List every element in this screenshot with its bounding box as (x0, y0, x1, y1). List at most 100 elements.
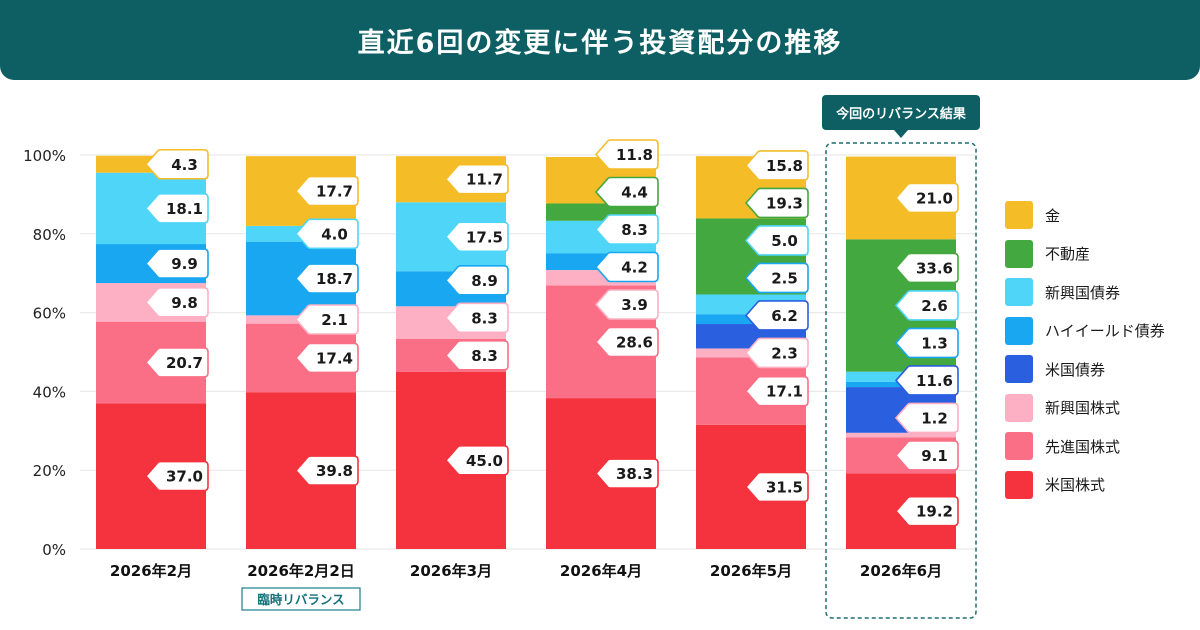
value-label-tag (294, 175, 359, 207)
bar-segment (846, 432, 956, 438)
subnote-label: 臨時リバランス (257, 592, 344, 607)
legend-label: 米国債券 (1045, 360, 1106, 379)
value-label-tag (594, 139, 659, 170)
value-label: 9.8 (171, 294, 198, 312)
value-label-tag (894, 440, 959, 471)
value-label-tag (594, 251, 659, 283)
value-label: 2.1 (321, 311, 348, 329)
callout-pointer (894, 130, 908, 138)
value-label: 9.1 (921, 447, 948, 465)
value-label-tag (744, 337, 809, 369)
value-label: 1.2 (921, 409, 948, 427)
value-label-tag (294, 304, 359, 335)
value-label: 9.9 (171, 255, 198, 273)
value-label: 21.0 (916, 189, 953, 207)
value-label-tag (744, 262, 809, 294)
value-label: 11.6 (916, 372, 953, 390)
callout-label: 今回のリバランス結果 (835, 106, 966, 122)
legend-label: ハイイールド債券 (1045, 322, 1165, 341)
value-label: 37.0 (166, 468, 203, 486)
legend-swatch (1005, 278, 1033, 307)
callout-box (822, 95, 980, 130)
value-label-tag (894, 495, 959, 527)
value-label: 17.4 (316, 349, 353, 367)
legend-label: 米国株式 (1045, 476, 1106, 495)
value-label: 33.6 (916, 259, 953, 277)
value-label-tag (894, 290, 959, 321)
y-tick-label: 0% (42, 541, 66, 559)
value-label-tag (444, 163, 509, 195)
legend-swatch (1005, 201, 1033, 230)
value-label: 1.3 (921, 334, 948, 352)
value-label-tag (594, 176, 659, 208)
value-label-tag (894, 252, 959, 284)
value-label: 8.9 (471, 272, 498, 290)
value-label-tag (744, 300, 809, 331)
value-label: 11.7 (466, 171, 503, 189)
legend-item: 新興国債券 (1005, 273, 1195, 312)
legend-label: 不動産 (1045, 245, 1091, 264)
chart-legend: 金不動産新興国債券ハイイールド債券 米国債券新興国株式先進国株式米国株式 (1005, 196, 1195, 504)
value-label-tag (744, 187, 809, 219)
value-label-tag (894, 327, 959, 359)
value-label-tag (294, 342, 359, 374)
value-label: 2.6 (921, 297, 948, 315)
value-label-tag (144, 347, 209, 378)
value-label: 15.8 (766, 157, 803, 175)
legend-label: 金 (1045, 206, 1061, 225)
value-label-tag (444, 445, 509, 476)
value-label-tag (894, 182, 959, 214)
value-label: 4.4 (621, 184, 648, 202)
value-label-tag (294, 263, 359, 294)
value-label: 19.3 (766, 194, 803, 212)
x-tick-label: 2026年4月 (560, 562, 642, 580)
subnote-box (241, 587, 361, 611)
value-label: 8.3 (471, 309, 498, 327)
value-label-tag (594, 289, 659, 320)
legend-swatch (1005, 239, 1033, 268)
legend-item: 金 (1005, 196, 1195, 235)
x-tick-label: 2026年5月 (710, 562, 792, 580)
value-label-tag (144, 248, 209, 279)
value-label-tag (594, 326, 659, 358)
y-tick-label: 20% (33, 462, 66, 480)
highlight-frame (825, 142, 977, 619)
legend-item: 不動産 (1005, 235, 1195, 274)
value-label: 4.2 (621, 259, 648, 277)
value-label-tag (594, 458, 659, 489)
value-label: 8.3 (471, 347, 498, 365)
value-label-tag (444, 221, 509, 253)
value-label: 2.3 (771, 344, 798, 362)
legend-swatch (1005, 355, 1033, 384)
value-label: 5.0 (771, 232, 798, 250)
value-label: 11.8 (616, 146, 653, 164)
legend-item: 新興国株式 (1005, 389, 1195, 428)
legend-item: ハイイールド債券 (1005, 312, 1195, 351)
value-label: 18.1 (166, 200, 203, 218)
legend-label: 新興国株式 (1045, 399, 1121, 418)
x-tick-label: 2026年2月2日 (247, 562, 355, 580)
x-tick-label: 2026年2月 (110, 562, 192, 580)
legend-item: 先進国株式 (1005, 427, 1195, 466)
title-bar: 直近6回の変更に伴う投資配分の推移 (0, 0, 1200, 80)
legend-label: 先進国株式 (1045, 437, 1121, 456)
value-label-tag (444, 302, 509, 334)
value-label: 38.3 (616, 465, 653, 483)
value-label-tag (144, 193, 209, 224)
value-label-tag (144, 460, 209, 492)
x-tick-label: 2026年6月 (860, 562, 942, 580)
value-label-tag (294, 218, 359, 250)
value-label: 45.0 (466, 452, 503, 470)
value-label: 19.2 (916, 503, 953, 521)
stacked-bar-chart: 0% 20% 40% 60% 80% 100% 今回のリバランス結果 2026年2月 2026年… (23, 95, 980, 619)
y-tick-label: 60% (33, 305, 66, 323)
legend-item: 米国株式 (1005, 466, 1195, 505)
value-label-tag (294, 455, 359, 486)
y-tick-label: 80% (33, 226, 66, 244)
legend-swatch (1005, 432, 1033, 461)
legend-swatch (1005, 393, 1033, 422)
value-label: 39.8 (316, 462, 353, 480)
value-label-tag (444, 265, 509, 296)
value-label: 18.7 (316, 270, 353, 288)
value-label-tag (744, 375, 809, 407)
